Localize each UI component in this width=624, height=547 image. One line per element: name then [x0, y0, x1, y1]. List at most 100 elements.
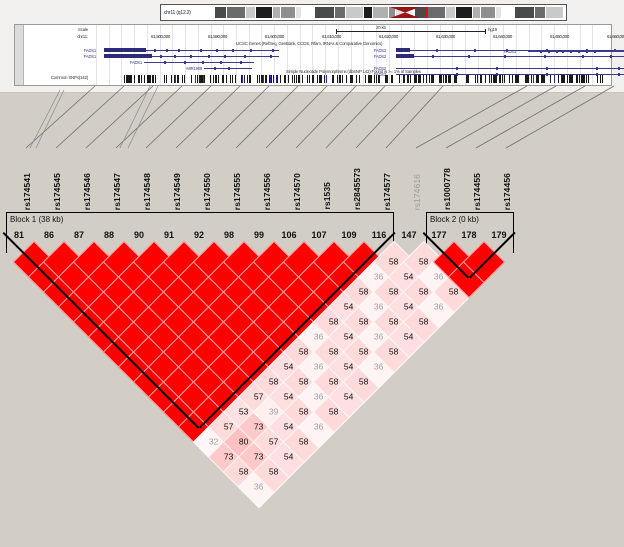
gene-exon[interactable]	[436, 48, 438, 52]
gene-exon[interactable]	[160, 54, 162, 58]
gene-exon[interactable]	[468, 54, 470, 58]
gene-exon[interactable]	[178, 48, 180, 52]
gene-exon[interactable]	[220, 60, 222, 64]
gene-exon[interactable]	[582, 54, 584, 58]
gene-exon[interactable]	[224, 54, 226, 58]
gene-exon[interactable]	[240, 60, 242, 64]
gene-exon[interactable]	[174, 54, 176, 58]
gene-exon[interactable]	[272, 48, 274, 52]
snp-label-rs2845573[interactable]: rs2845573	[352, 167, 362, 210]
gene-exon[interactable]	[546, 48, 548, 52]
snp-label-rs174555[interactable]: rs174555	[232, 172, 242, 210]
ld-value: 58	[359, 346, 369, 357]
snp-label-rs174546[interactable]: rs174546	[82, 172, 92, 210]
gene-exon[interactable]	[202, 60, 204, 64]
gene-exon[interactable]	[506, 48, 508, 52]
snp-tick	[319, 75, 321, 83]
ideogram-bands[interactable]	[210, 7, 566, 18]
gene-model-line[interactable]	[396, 50, 624, 51]
gene-exon[interactable]	[154, 48, 156, 52]
track-scrollbar[interactable]	[15, 25, 24, 85]
gene-exon[interactable]	[586, 49, 588, 53]
ld-value: 58	[329, 406, 339, 417]
gene-exon[interactable]	[216, 48, 218, 52]
snp-label-rs1535[interactable]: rs1535	[322, 182, 332, 210]
snp-label-rs174577[interactable]: rs174577	[382, 172, 392, 210]
snp-label-rs174570[interactable]: rs174570	[292, 172, 302, 210]
gene-exon[interactable]	[594, 49, 596, 53]
gene-exon[interactable]	[190, 54, 192, 58]
browser-track-area[interactable]: Scale chr11: Common SNPs(142) 20 kb hg19 61,5…	[14, 24, 624, 86]
gene-exon[interactable]	[562, 49, 564, 53]
gene-exon[interactable]	[544, 54, 546, 58]
gene-exon[interactable]	[546, 66, 548, 70]
chromosome-ideogram[interactable]: chr11 (q12.2)	[160, 4, 567, 21]
ld-value: 57	[269, 436, 279, 447]
gene-exon[interactable]	[540, 49, 542, 53]
gene-exon[interactable]	[456, 66, 458, 70]
gene-exon[interactable]	[570, 49, 572, 53]
gene-exon[interactable]	[214, 66, 216, 70]
snp-label-rs174456[interactable]: rs174456	[502, 172, 512, 210]
snp-label-rs174455[interactable]: rs174455	[472, 172, 482, 210]
gene-exon[interactable]	[610, 54, 612, 58]
gene-exon[interactable]	[618, 72, 620, 76]
gene-exon[interactable]	[200, 48, 202, 52]
gene-exon[interactable]	[504, 54, 506, 58]
column-number: 99	[253, 230, 264, 240]
gene-exon[interactable]	[232, 48, 234, 52]
gene-model-line[interactable]	[528, 51, 624, 52]
gene-model-line[interactable]	[396, 56, 624, 57]
gene-model-line[interactable]	[104, 50, 279, 51]
gene-cds-block[interactable]	[396, 54, 414, 58]
gene-exon[interactable]	[596, 72, 598, 76]
gene-exon[interactable]	[456, 72, 458, 76]
gene-exon[interactable]	[208, 54, 210, 58]
gene-model-line[interactable]	[396, 68, 624, 69]
gene-model-line[interactable]	[396, 74, 624, 75]
ld-value: 54	[404, 271, 414, 282]
gene-exon[interactable]	[556, 49, 558, 53]
gene-exon[interactable]	[618, 66, 620, 70]
gene-exon[interactable]	[578, 49, 580, 53]
gene-exon[interactable]	[596, 66, 598, 70]
ideogram-band	[227, 7, 245, 18]
gene-exon[interactable]	[184, 60, 186, 64]
gene-exon[interactable]	[166, 48, 168, 52]
snp-label-rs174550[interactable]: rs174550	[202, 172, 212, 210]
gene-exon[interactable]	[496, 72, 498, 76]
snp-tick	[200, 75, 202, 83]
gene-model-line[interactable]	[144, 62, 254, 63]
snp-tick	[215, 75, 217, 83]
gene-exon[interactable]	[474, 48, 476, 52]
snp-tick	[440, 75, 442, 83]
snp-tick	[527, 75, 529, 83]
ld-value: 58	[419, 286, 429, 297]
gene-exon[interactable]	[496, 66, 498, 70]
gene-cds-block[interactable]	[104, 54, 152, 58]
snp-connector-line	[85, 85, 154, 149]
gene-cds-block[interactable]	[396, 48, 410, 52]
gene-cds-block[interactable]	[104, 48, 146, 52]
gene-exon[interactable]	[244, 54, 246, 58]
gene-exon[interactable]	[546, 72, 548, 76]
gene-exon[interactable]	[250, 48, 252, 52]
snp-label-rs174616[interactable]: rs174616	[412, 173, 422, 210]
gene-exon[interactable]	[164, 60, 166, 64]
gene-exon[interactable]	[228, 66, 230, 70]
snp-label-rs174541[interactable]: rs174541	[22, 172, 32, 210]
snp-label-rs174556[interactable]: rs174556	[262, 172, 272, 210]
ld-matrix[interactable]: 32 73 58 36 57 80 73 58 53 73 57 54 57 39 54 58 58 54 58 36…	[0, 232, 624, 547]
snp-tick	[577, 75, 579, 83]
snp-tick	[248, 75, 251, 83]
snp-label-rs174549[interactable]: rs174549	[172, 172, 182, 210]
snp-label-rs174545[interactable]: rs174545	[52, 172, 62, 210]
snp-label-rs174547[interactable]: rs174547	[112, 172, 122, 210]
gene-exon[interactable]	[614, 48, 616, 52]
gene-exon[interactable]	[432, 54, 434, 58]
gene-exon[interactable]	[270, 54, 272, 58]
snp-connector-line	[265, 85, 328, 149]
snp-label-rs174548[interactable]: rs174548	[142, 172, 152, 210]
gene-exon[interactable]	[548, 49, 550, 53]
snp-label-rs1000778[interactable]: rs1000778	[442, 167, 452, 210]
